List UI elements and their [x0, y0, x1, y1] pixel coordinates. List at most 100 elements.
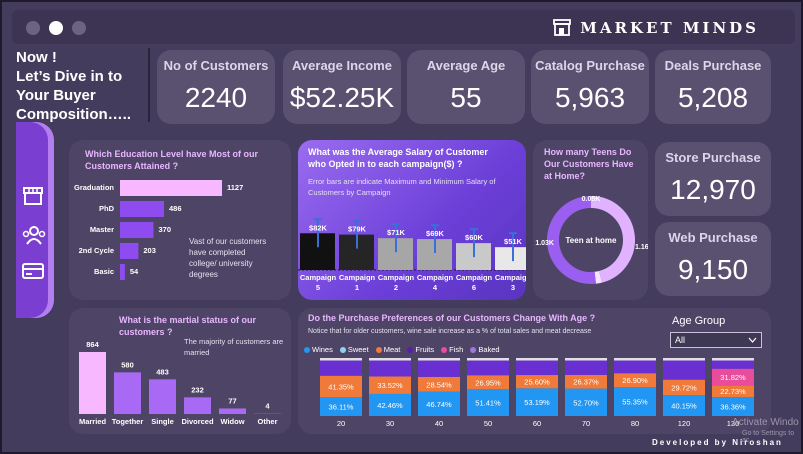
marital-chart: 864 Married 580 Together 483 Single 232 Divorce…: [79, 340, 281, 426]
campaign-chart: $82KCampaign5$79KCampaign1$71KCampaign2$…: [298, 218, 526, 292]
kpi-customers: No of Customers 2240: [157, 50, 275, 124]
wines-segment: [418, 391, 460, 416]
age-group-value: All: [675, 335, 686, 345]
bar-value-label: 4: [265, 402, 270, 411]
sweet-segment: [516, 358, 558, 361]
intro-line: Now !: [16, 49, 57, 66]
wines-segment: [369, 393, 411, 416]
bar-value-label: 483: [156, 367, 169, 376]
legend-item[interactable]: Sweet: [339, 345, 369, 354]
bar-category-label: Basic: [94, 267, 114, 276]
x-tick-label: 80: [631, 419, 639, 428]
bar-value-label: $51K: [504, 237, 523, 246]
bar-category-label: Campaign: [417, 273, 454, 282]
meat-segment: [663, 379, 705, 396]
bar-category-label: Master: [90, 225, 114, 234]
segment-value-label: 51.41%: [475, 399, 501, 408]
bar-category-label: 2nd Cycle: [79, 246, 114, 255]
legend-item[interactable]: Fruits: [407, 345, 434, 354]
x-tick-label: 130: [727, 419, 740, 428]
panel-title: Our Customers Have: [544, 159, 634, 169]
x-tick-label: 70: [582, 419, 590, 428]
edu-bar: [120, 222, 154, 238]
bar-category-label: Other: [257, 417, 277, 426]
sweet-segment: [320, 358, 362, 361]
campaign-panel: What was the Average Salary of Customer …: [298, 140, 526, 300]
segment-value-label: 42.46%: [377, 401, 403, 410]
bar-category-label: 2: [394, 283, 398, 292]
donut-value-label: 1.16K: [635, 244, 648, 251]
kpi-store: Store Purchase 12,970: [655, 142, 771, 216]
window-dot-2[interactable]: [49, 21, 63, 35]
card-icon[interactable]: [22, 262, 44, 280]
kpi-catalog: Catalog Purchase 5,963: [531, 50, 649, 124]
intro-line: Composition…..: [16, 106, 131, 123]
segment-value-label: 28.54%: [426, 380, 452, 389]
legend-label: Meat: [383, 345, 401, 354]
intro-line: Let’s Dive in to: [16, 68, 123, 85]
edu-bar: [120, 264, 125, 280]
edu-bar: [120, 180, 222, 196]
window-dot-3[interactable]: [72, 21, 86, 35]
kpi-title: No of Customers: [163, 58, 269, 73]
kpi-title: Store Purchase: [665, 150, 761, 165]
kpi-value: 5,963: [554, 82, 626, 113]
age-group-select[interactable]: All: [670, 332, 762, 348]
bar-category-label: Divorced: [181, 417, 214, 426]
panel-title: What was the Average Salary of Customer: [308, 147, 488, 157]
wines-segment: [467, 389, 509, 416]
panel-title: Customers Attained ?: [85, 161, 179, 171]
legend-label: Fish: [449, 345, 464, 354]
bar-category-label: 3: [511, 283, 515, 292]
marital-bar: [184, 397, 211, 414]
legend-swatch: [407, 347, 414, 354]
legend-item[interactable]: Baked: [470, 345, 500, 354]
segment-value-label: 36.11%: [329, 403, 354, 412]
bar-category-label: Graduation: [74, 183, 114, 192]
legend-item[interactable]: Wines: [304, 345, 333, 354]
kpi-value: 5,208: [677, 82, 749, 113]
segment-value-label: 36.36%: [720, 403, 746, 412]
activation-watermark: Activate Windo: [732, 417, 799, 428]
marital-bar: [149, 379, 176, 414]
teens-donut-chart: Teen at home 1.03K 0.05K 1.16K: [535, 196, 648, 284]
bar-category-label: Together: [112, 417, 144, 426]
bar-category-label: Campaign: [300, 273, 337, 282]
segment-value-label: 53.19%: [524, 398, 550, 407]
bar-value-label: $82K: [309, 223, 328, 232]
intro-divider: [148, 48, 150, 122]
store-icon[interactable]: [22, 186, 44, 206]
legend-item[interactable]: Fish: [441, 345, 463, 354]
sweet-segment: [614, 358, 656, 361]
segment-value-label: 22.73%: [720, 387, 746, 396]
legend-label: Baked: [478, 345, 500, 354]
panel-title: Which Education Level have Most of our: [85, 149, 259, 159]
meat-segment: [369, 376, 411, 394]
legend-swatch: [441, 347, 448, 354]
bar-value-label: 864: [86, 340, 99, 349]
other-segment: [614, 358, 656, 374]
panel-note: Error bars are indicate Maximum and Mini…: [308, 177, 496, 186]
wines-segment: [565, 388, 607, 416]
kpi-deals: Deals Purchase 5,208: [655, 50, 771, 124]
legend-item[interactable]: Meat: [375, 345, 401, 354]
x-tick-label: 20: [337, 419, 345, 428]
donut-slice: [547, 196, 596, 284]
panel-note: have completed: [189, 248, 246, 257]
bar-value-label: $69K: [426, 229, 445, 238]
panel-note: college/ university: [189, 259, 253, 268]
panel-note: Vast of our customers: [189, 237, 267, 246]
meat-segment: [418, 376, 460, 392]
x-tick-label: 40: [435, 419, 443, 428]
other-segment: [516, 358, 558, 376]
team-icon[interactable]: [22, 224, 46, 246]
kpi-title: Average Income: [292, 58, 392, 73]
wines-segment: [320, 397, 362, 416]
bar-category-label: Campaign: [378, 273, 415, 282]
meat-segment: [516, 375, 558, 389]
developer-credit: Developed by Niroshan: [652, 438, 783, 447]
bar-value-label: 54: [130, 267, 139, 276]
other-segment: [320, 358, 362, 376]
window-dot-1[interactable]: [26, 21, 40, 35]
legend-label: Sweet: [347, 345, 369, 354]
